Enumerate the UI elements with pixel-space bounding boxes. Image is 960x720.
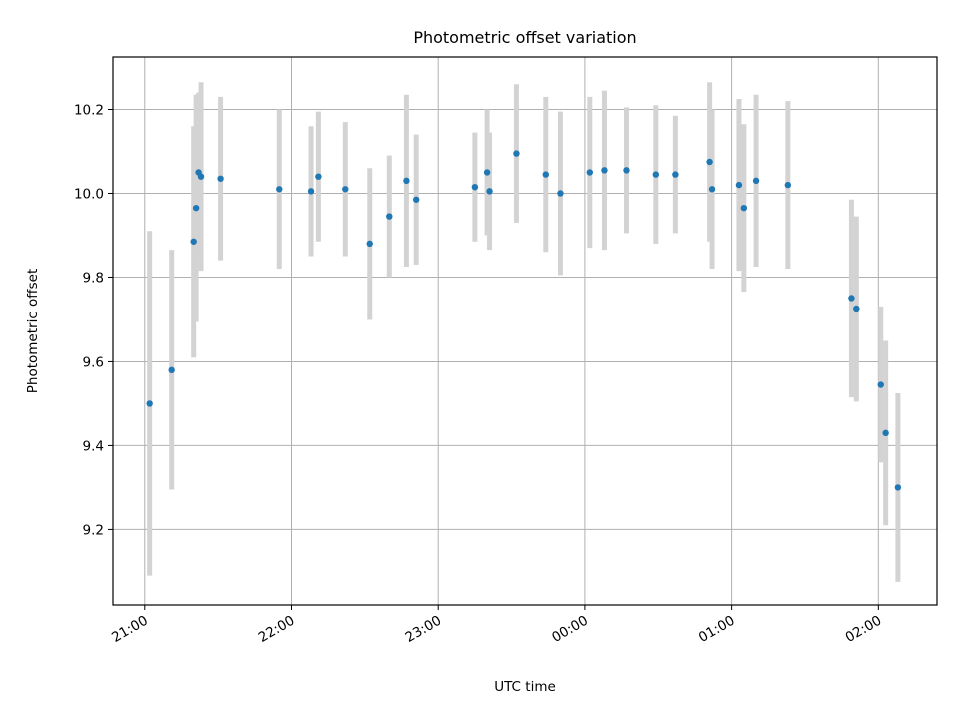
y-tick-label: 9.6 (83, 354, 104, 370)
y-axis-label: Photometric offset (25, 269, 41, 393)
data-point (672, 171, 679, 178)
data-point (848, 295, 855, 302)
data-point (513, 150, 520, 157)
data-point (784, 181, 792, 189)
data-point (412, 196, 420, 203)
x-axis-label: UTC time (494, 679, 556, 695)
data-point (403, 177, 410, 185)
plot-frame (112, 56, 938, 606)
y-tick-label: 10.0 (74, 186, 104, 202)
data-point (386, 213, 393, 220)
data-point (652, 171, 660, 178)
data-point (307, 188, 315, 195)
data-point (276, 186, 283, 193)
y-tick-label: 9.8 (83, 270, 104, 286)
data-point (601, 167, 608, 174)
chart-title: Photometric offset variation (413, 28, 636, 47)
data-point (192, 204, 200, 212)
data-point (197, 173, 205, 180)
y-tick-label: 9.4 (83, 438, 104, 454)
data-point (471, 183, 479, 191)
data-points (146, 150, 902, 491)
data-point (146, 400, 153, 407)
data-point (735, 181, 743, 189)
data-point (557, 190, 564, 197)
data-point (706, 158, 713, 166)
data-point (877, 381, 884, 388)
data-point (542, 171, 549, 178)
data-point (586, 169, 593, 176)
y-tick-label: 10.2 (74, 102, 104, 118)
data-point (190, 238, 197, 245)
data-point (342, 186, 349, 193)
data-point (894, 484, 902, 491)
data-point (483, 169, 491, 176)
data-point (740, 204, 748, 212)
data-point (752, 177, 760, 185)
data-point (217, 175, 224, 182)
data-point (315, 173, 322, 180)
data-point (708, 186, 716, 193)
data-point (853, 305, 860, 313)
data-point (366, 240, 373, 248)
data-point (623, 167, 630, 174)
data-point (882, 429, 889, 437)
y-axis-ticks: 9.2 9.4 9.6 9.8 10.0 10.2 (74, 102, 113, 538)
y-tick-label: 9.2 (83, 522, 104, 538)
data-point (168, 366, 175, 374)
data-point (486, 188, 493, 195)
